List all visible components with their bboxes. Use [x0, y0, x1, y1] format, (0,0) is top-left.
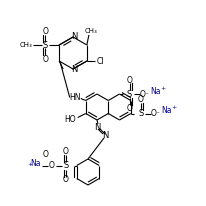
Text: O⁻: O⁻ [140, 89, 150, 98]
Text: N: N [94, 123, 100, 131]
Text: O: O [63, 147, 69, 156]
Text: S: S [138, 109, 143, 118]
Text: CH₃: CH₃ [20, 42, 33, 48]
Text: S: S [63, 161, 68, 170]
Text: HO: HO [64, 115, 76, 124]
Text: N: N [71, 32, 77, 41]
Text: +: + [160, 85, 165, 90]
Text: O: O [42, 55, 48, 63]
Text: Na: Na [30, 159, 41, 168]
Text: HN: HN [69, 93, 81, 102]
Text: O: O [49, 161, 55, 170]
Text: O: O [126, 76, 132, 84]
Text: O: O [63, 175, 69, 184]
Text: Na: Na [162, 106, 172, 115]
Text: Na: Na [150, 87, 161, 96]
Text: O: O [138, 95, 144, 104]
Text: O: O [42, 27, 48, 35]
Text: N: N [71, 66, 77, 75]
Text: S: S [42, 41, 48, 49]
Text: +: + [171, 105, 176, 110]
Text: +: + [27, 162, 32, 167]
Text: CH₃: CH₃ [84, 28, 97, 34]
Text: N: N [102, 131, 108, 140]
Text: O⁻: O⁻ [151, 109, 161, 118]
Text: Cl: Cl [97, 56, 105, 66]
Text: O: O [126, 103, 132, 112]
Text: O: O [43, 150, 49, 159]
Text: S: S [127, 89, 132, 98]
